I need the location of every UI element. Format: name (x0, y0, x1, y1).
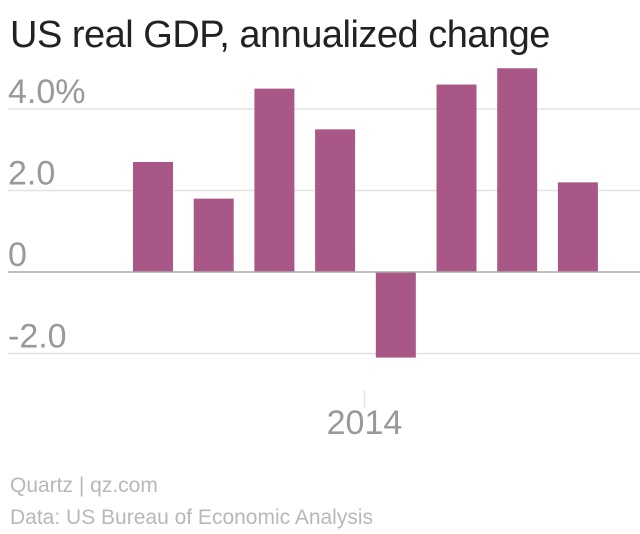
footer-source: Quartz | qz.com (10, 474, 158, 497)
bar (375, 272, 416, 358)
chart-title: US real GDP, annualized change (10, 14, 550, 56)
x-tick-label: 2014 (327, 404, 403, 442)
bar (193, 198, 234, 272)
y-tick-label: 0 (8, 236, 27, 274)
bars (133, 68, 598, 358)
y-tick-label: 2.0 (8, 155, 55, 193)
bar (557, 182, 598, 272)
bar (254, 88, 295, 272)
y-tick-label: 4.0% (8, 73, 86, 111)
bar (436, 84, 477, 272)
bar (133, 161, 173, 272)
bar (497, 68, 538, 272)
axes (8, 271, 640, 409)
bar (315, 129, 356, 272)
footer-data-credit: Data: US Bureau of Economic Analysis (10, 506, 374, 529)
y-tick-label: -2.0 (8, 318, 67, 356)
tick-labels: 4.0% 2.0 0 -2.0 2014 (8, 73, 402, 442)
